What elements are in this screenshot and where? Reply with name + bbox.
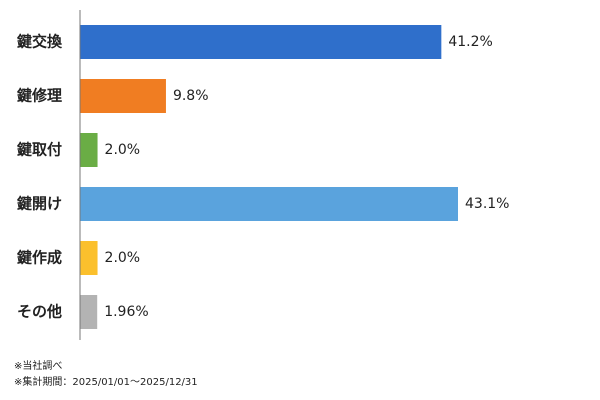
bar	[80, 25, 442, 59]
value-label: 2.0%	[105, 250, 141, 266]
value-label: 43.1%	[465, 196, 509, 212]
category-label: 鍵交換	[17, 33, 63, 51]
category-label: 鍵修理	[17, 87, 62, 105]
category-label: 鍵作成	[17, 249, 62, 267]
note: ※集計期間：2025/01/01～2025/12/31	[14, 375, 198, 388]
value-label: 9.8%	[173, 88, 209, 104]
bar	[80, 187, 458, 221]
category-label: 鍵取付	[17, 141, 62, 159]
bar	[80, 295, 98, 329]
value-label: 1.96%	[104, 304, 148, 320]
note: ※当社調べ	[14, 359, 62, 372]
bar	[80, 79, 166, 113]
category-label: その他	[17, 303, 62, 321]
bar	[80, 133, 98, 167]
value-label: 41.2%	[448, 34, 492, 50]
category-label: 鍵開け	[17, 195, 62, 213]
value-label: 2.0%	[105, 142, 141, 158]
bar	[80, 241, 98, 275]
